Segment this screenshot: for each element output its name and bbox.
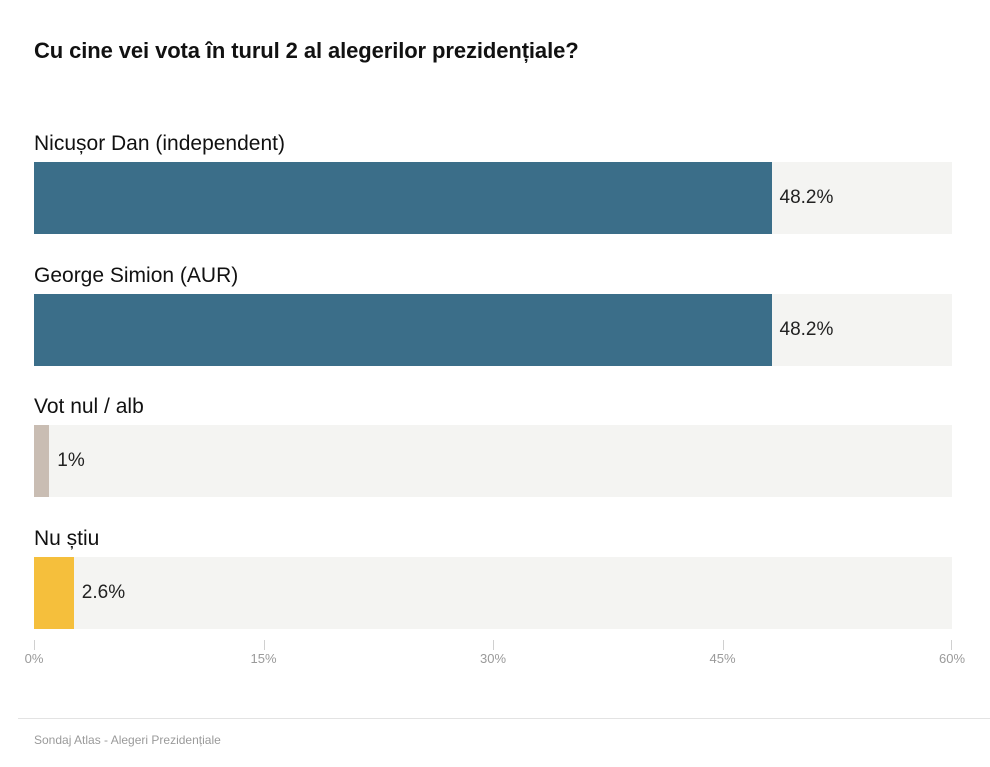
tick-label: 15%: [250, 651, 277, 666]
tick-mark: [951, 640, 952, 650]
bar: [34, 557, 74, 629]
tick-label: 60%: [938, 651, 966, 666]
bar: [34, 425, 50, 497]
tick-mark: [263, 640, 265, 650]
bar-track: 2.6%: [34, 557, 952, 629]
data-label: 2.6%: [81, 582, 126, 603]
tick-label: 45%: [709, 651, 736, 666]
category-label: Nicușor Dan (independent): [34, 132, 285, 155]
chart-title: Cu cine vei vota în turul 2 al alegerilo…: [34, 38, 579, 63]
x-axis: 0% 15% 30% 45% 60%: [25, 640, 965, 670]
data-label: 48.2%: [779, 187, 834, 208]
footer-divider: [18, 718, 990, 719]
tick-mark: [493, 640, 494, 650]
bar-track: 48.2%: [34, 294, 952, 366]
tick-label: 0%: [24, 651, 44, 666]
category-label: Nu știu: [34, 527, 100, 550]
data-label: 1%: [57, 450, 85, 471]
tick-label: 30%: [479, 651, 507, 666]
category-label: Vot nul / alb: [34, 395, 144, 418]
tick-mark: [34, 640, 35, 650]
bar: [34, 294, 772, 366]
tick-mark: [722, 640, 724, 650]
bar-track: 48.2%: [34, 162, 952, 234]
bar: [34, 162, 772, 234]
data-label: 48.2%: [779, 319, 834, 340]
category-label: George Simion (AUR): [34, 264, 239, 287]
source-note: Sondaj Atlas - Alegeri Prezidențiale: [34, 733, 221, 747]
bar-track: 1%: [34, 425, 952, 497]
